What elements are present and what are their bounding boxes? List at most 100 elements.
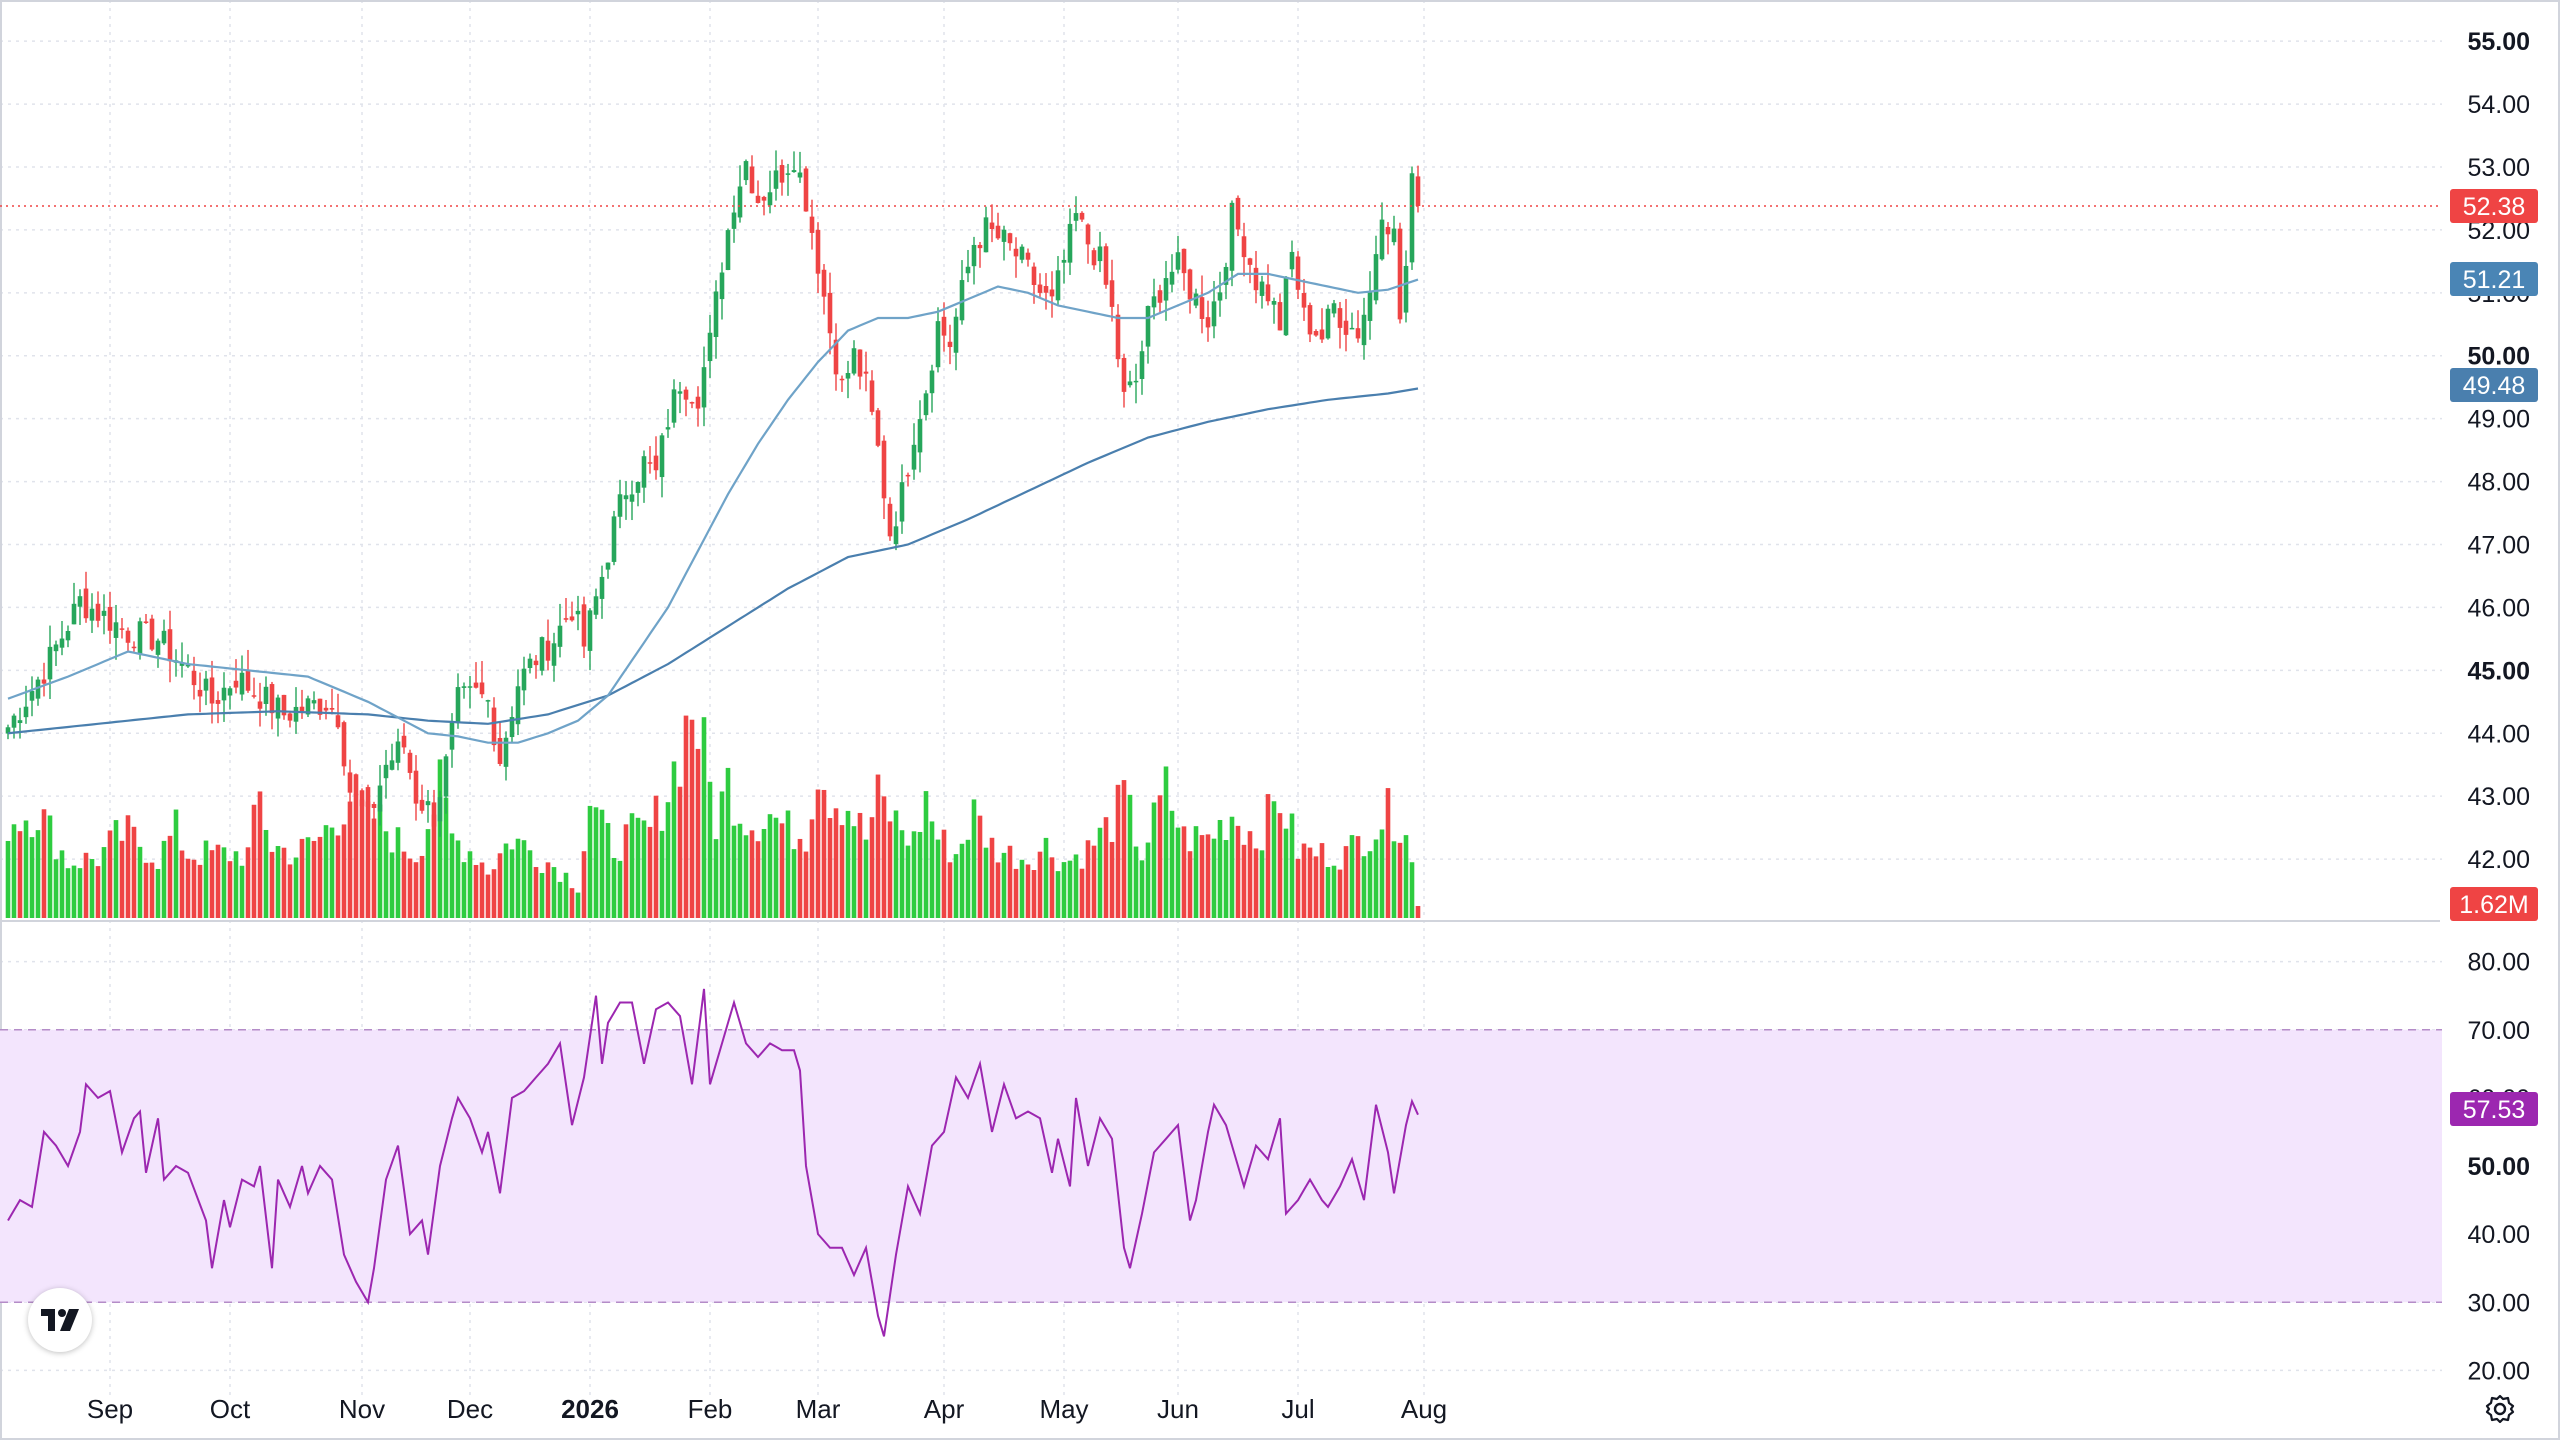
candle	[617, 479, 623, 529]
volume-bar	[1247, 831, 1253, 918]
candle	[263, 676, 269, 716]
candle	[959, 260, 965, 325]
volume-bar	[569, 888, 575, 918]
candle	[1169, 254, 1175, 293]
ma200-badge-text: 49.48	[2463, 372, 2526, 400]
volume-bar	[431, 814, 437, 918]
volume-bar	[1109, 841, 1115, 918]
candle	[1241, 222, 1247, 277]
candle	[929, 364, 935, 413]
volume-bar	[437, 759, 443, 918]
volume-bar	[1319, 843, 1325, 918]
volume-bar	[251, 804, 257, 918]
price-tick-label: 49.00	[2467, 406, 2530, 434]
volume-bar	[29, 837, 35, 918]
volume-bar	[539, 872, 545, 918]
rsi-line	[7, 988, 1419, 1337]
volume-bar	[731, 825, 737, 918]
volume-bar	[467, 851, 473, 918]
volume-bar	[1337, 869, 1343, 918]
price-tick-label: 42.00	[2467, 846, 2530, 874]
volume-bar	[1013, 868, 1019, 918]
volume-bar	[1313, 856, 1319, 918]
volume-bar	[233, 851, 239, 918]
rsi-tick-label: 80.00	[2467, 949, 2530, 977]
volume-bar	[95, 866, 101, 918]
candle	[683, 386, 689, 417]
candle	[1373, 235, 1379, 305]
volume-bar	[143, 862, 149, 918]
volume-bar	[899, 830, 905, 918]
time-axis[interactable]: Sep Oct Nov Dec 2026 Feb Mar Apr May Jun Jul Aug	[87, 1394, 1447, 1424]
price-axis[interactable]: 55.0054.0053.0052.0051.0050.0049.0048.00…	[2467, 28, 2530, 874]
volume-badge: 1.62M	[2450, 887, 2538, 921]
candle	[707, 314, 713, 378]
volume-bar	[1055, 871, 1061, 918]
volume-bar	[179, 850, 185, 918]
volume-bar	[995, 862, 1001, 918]
rsi-line-layer	[7, 988, 1419, 1337]
candle	[587, 608, 593, 671]
volume-bar	[1379, 829, 1385, 918]
candle	[893, 511, 899, 551]
volume-bar	[713, 839, 719, 918]
candle	[833, 323, 839, 391]
candle	[467, 675, 473, 709]
volume-bar	[185, 858, 191, 918]
volume-bar	[1187, 851, 1193, 918]
candle	[905, 472, 911, 487]
candle	[293, 687, 299, 734]
volume-bar	[551, 867, 557, 918]
volume-bar	[1037, 851, 1043, 918]
candle	[53, 640, 59, 666]
volume-bar	[275, 846, 281, 918]
candle	[389, 743, 395, 771]
volume-bar	[479, 862, 485, 918]
volume-bars	[5, 715, 1421, 918]
volume-bar	[671, 761, 677, 918]
volume-bar	[623, 824, 629, 918]
candle	[1121, 353, 1127, 408]
volume-bar	[983, 847, 989, 918]
last-price-badge-text: 52.38	[2463, 193, 2526, 221]
volume-bar	[1103, 817, 1109, 918]
volume-bar	[989, 837, 995, 918]
candle	[899, 464, 905, 534]
volume-bar	[341, 824, 347, 918]
candle	[275, 694, 281, 737]
candle	[413, 755, 419, 821]
volume-bar	[1091, 845, 1097, 918]
candle	[1055, 256, 1061, 306]
candle	[725, 228, 731, 271]
settings-gear-icon[interactable]	[2484, 1393, 2516, 1425]
volume-bar	[737, 823, 743, 918]
volume-bar	[1229, 816, 1235, 918]
time-tick-label: Nov	[339, 1394, 385, 1424]
candle	[509, 706, 515, 744]
volume-bar	[1019, 859, 1025, 918]
volume-bar	[863, 839, 869, 918]
candle	[203, 670, 209, 706]
volume-bar	[665, 802, 671, 918]
volume-bar	[167, 835, 173, 918]
candle	[455, 673, 461, 729]
candle	[83, 571, 89, 623]
volume-bar	[419, 855, 425, 918]
volume-bar	[1001, 852, 1007, 918]
tradingview-logo[interactable]	[28, 1288, 92, 1352]
time-tick-label: Jun	[1157, 1394, 1199, 1424]
candle	[581, 596, 587, 659]
candle	[1259, 275, 1265, 309]
candle	[1007, 232, 1013, 251]
volume-bar	[1361, 856, 1367, 918]
candle	[119, 618, 125, 639]
volume-bar	[1409, 862, 1415, 918]
candle	[917, 400, 923, 473]
volume-bar	[851, 826, 857, 918]
volume-bar	[1133, 846, 1139, 918]
volume-bar	[965, 839, 971, 918]
candle	[479, 661, 485, 699]
candle	[407, 749, 413, 780]
